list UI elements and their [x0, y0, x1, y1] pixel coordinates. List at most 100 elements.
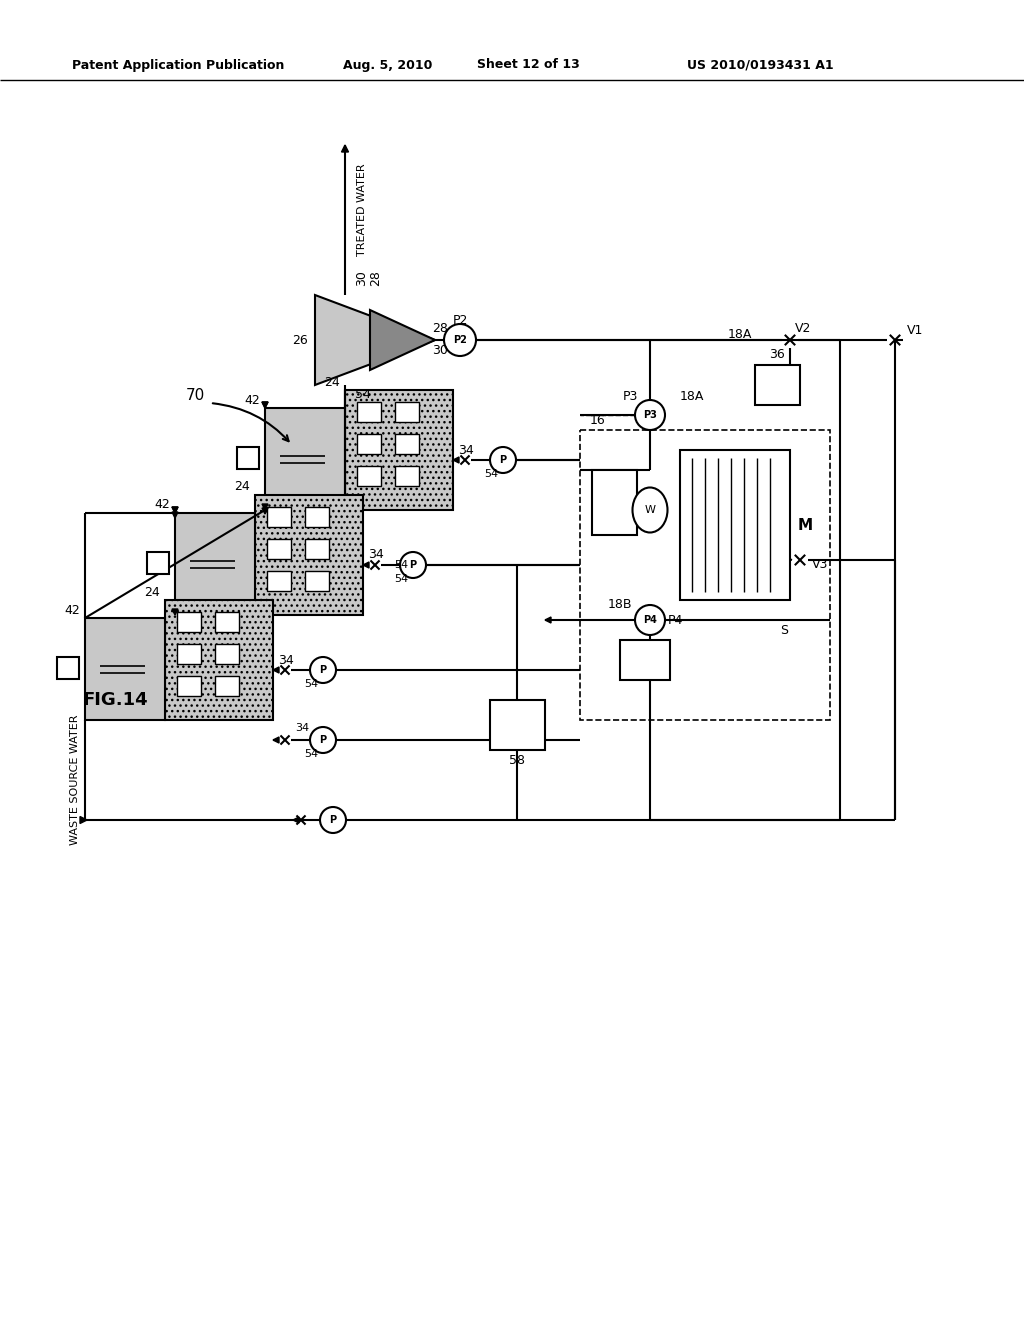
Text: P: P: [319, 735, 327, 744]
Polygon shape: [172, 507, 178, 513]
Bar: [215, 644, 239, 664]
Bar: [305, 507, 329, 527]
Bar: [680, 450, 790, 601]
Ellipse shape: [633, 487, 668, 532]
Text: P2: P2: [453, 335, 467, 345]
Circle shape: [310, 727, 336, 752]
Bar: [177, 644, 201, 664]
Polygon shape: [273, 737, 279, 743]
Text: M: M: [798, 517, 813, 532]
Bar: [580, 430, 830, 719]
Circle shape: [310, 657, 336, 682]
Text: V3: V3: [812, 558, 828, 572]
Circle shape: [444, 323, 476, 356]
Text: P4: P4: [643, 615, 657, 624]
Bar: [395, 403, 419, 422]
Text: 58: 58: [509, 754, 525, 767]
Polygon shape: [362, 562, 369, 568]
Text: V1: V1: [907, 323, 924, 337]
Polygon shape: [262, 403, 268, 408]
Polygon shape: [262, 504, 268, 510]
Text: 36: 36: [769, 348, 784, 362]
Text: US 2010/0193431 A1: US 2010/0193431 A1: [687, 58, 834, 71]
Bar: [175, 513, 255, 615]
Bar: [85, 618, 165, 719]
Text: 34: 34: [458, 444, 474, 457]
Text: 28: 28: [432, 322, 449, 334]
Bar: [357, 434, 381, 454]
Polygon shape: [315, 294, 435, 385]
Text: 30: 30: [355, 271, 368, 286]
Bar: [147, 552, 169, 574]
Bar: [357, 403, 381, 422]
Bar: [237, 447, 259, 469]
Bar: [395, 466, 419, 486]
Bar: [267, 539, 291, 558]
Polygon shape: [172, 512, 178, 517]
Text: 70: 70: [185, 388, 205, 403]
Text: 54: 54: [304, 748, 318, 759]
Bar: [267, 507, 291, 527]
Text: 54: 54: [394, 574, 408, 583]
Text: 42: 42: [245, 393, 260, 407]
Text: P2: P2: [453, 314, 468, 326]
Bar: [215, 612, 239, 632]
Text: 54: 54: [484, 469, 498, 479]
Polygon shape: [262, 403, 268, 408]
Text: FIG.14: FIG.14: [82, 690, 147, 709]
Bar: [755, 366, 800, 405]
Text: W: W: [644, 506, 655, 515]
Text: 54: 54: [355, 388, 371, 401]
Bar: [57, 657, 79, 678]
Bar: [267, 572, 291, 591]
Bar: [177, 676, 201, 696]
Text: 18B: 18B: [608, 598, 632, 611]
Text: Aug. 5, 2010: Aug. 5, 2010: [343, 58, 433, 71]
Polygon shape: [453, 457, 459, 463]
Bar: [345, 389, 453, 510]
Text: P: P: [410, 560, 417, 570]
Text: 24: 24: [234, 480, 250, 494]
Text: 28: 28: [369, 271, 382, 286]
Bar: [490, 700, 545, 750]
Bar: [215, 676, 239, 696]
Text: P3: P3: [623, 391, 638, 404]
Bar: [357, 466, 381, 486]
Text: 34: 34: [368, 549, 384, 561]
Text: 34: 34: [295, 723, 309, 733]
Text: 18A: 18A: [680, 391, 705, 404]
Polygon shape: [273, 667, 279, 673]
Circle shape: [490, 447, 516, 473]
Polygon shape: [80, 817, 87, 824]
Text: 24: 24: [144, 586, 160, 598]
Text: P: P: [330, 814, 337, 825]
Text: 30: 30: [432, 343, 449, 356]
Text: 42: 42: [65, 603, 80, 616]
Text: 54: 54: [394, 560, 408, 570]
Polygon shape: [545, 616, 551, 623]
Polygon shape: [341, 145, 348, 152]
Bar: [395, 434, 419, 454]
Text: P: P: [319, 665, 327, 675]
Text: 34: 34: [278, 653, 294, 667]
Polygon shape: [172, 507, 178, 513]
Text: 26: 26: [292, 334, 308, 346]
Circle shape: [635, 605, 665, 635]
Text: 42: 42: [155, 499, 170, 511]
Bar: [177, 612, 201, 632]
Bar: [592, 470, 637, 535]
Text: WASTE SOURCE WATER: WASTE SOURCE WATER: [70, 714, 80, 845]
Polygon shape: [262, 508, 268, 513]
Text: 24: 24: [325, 375, 340, 388]
Text: P4: P4: [668, 614, 683, 627]
Polygon shape: [293, 817, 299, 822]
Polygon shape: [370, 310, 435, 370]
Text: P3: P3: [643, 411, 657, 420]
Text: Patent Application Publication: Patent Application Publication: [72, 58, 285, 71]
Bar: [255, 495, 362, 615]
Text: 16: 16: [590, 413, 606, 426]
Circle shape: [635, 400, 665, 430]
Bar: [305, 572, 329, 591]
Text: S: S: [780, 623, 788, 636]
Bar: [305, 539, 329, 558]
